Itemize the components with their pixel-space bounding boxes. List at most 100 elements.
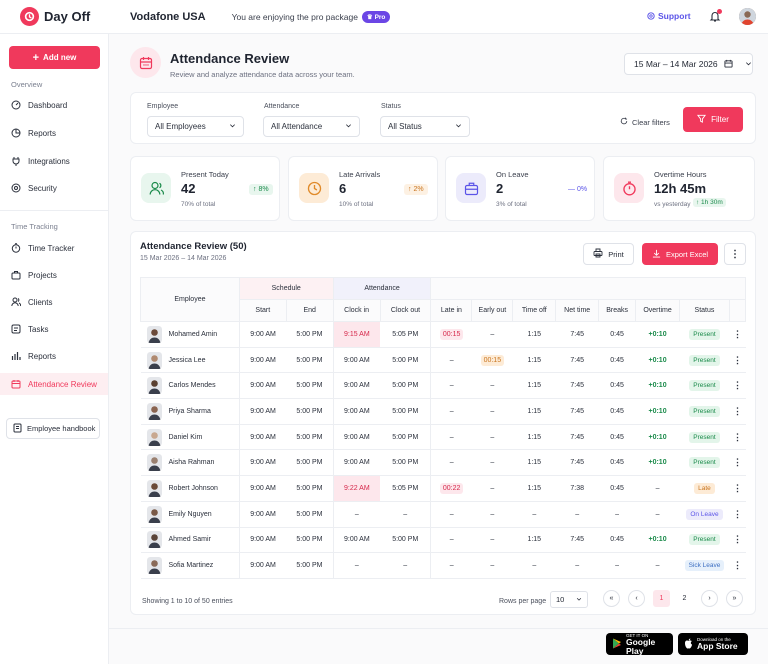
table-row[interactable]: Emily Nguyen 9:00 AM 5:00 PM – – – – – – – – On Lea… — [140, 501, 746, 528]
bar-chart-icon — [10, 351, 21, 362]
column-header-start[interactable]: Start — [238, 299, 287, 322]
column-header-late-in[interactable]: Late in — [430, 299, 473, 322]
status-select-value: All Status — [388, 122, 422, 131]
cell-clock-out: 5:00 PM — [380, 347, 431, 374]
avatar — [146, 351, 162, 369]
row-more-icon[interactable]: ⋮ — [732, 534, 742, 545]
employee-select-value: All Employees — [155, 122, 206, 131]
date-range-picker[interactable]: 15 Mar – 14 Mar 2026 — [624, 53, 753, 75]
export-excel-button[interactable]: Export Excel — [642, 243, 718, 265]
rows-per-page-select[interactable]: 10 — [550, 591, 588, 608]
app-store-button[interactable]: Download on the App Store — [678, 633, 748, 655]
sidebar-item-projects[interactable]: Projects — [0, 264, 108, 286]
column-header-clock-in[interactable]: Clock in — [332, 299, 381, 322]
cell-breaks-value: 0:45 — [610, 330, 624, 338]
last-page-icon[interactable]: » — [726, 590, 743, 607]
print-button[interactable]: Print — [583, 243, 634, 265]
support-link[interactable]: Support — [647, 11, 691, 21]
column-header-status[interactable]: Status — [679, 299, 730, 322]
sidebar-item-tasks[interactable]: Tasks — [0, 318, 108, 340]
column-header-net-time[interactable]: Net time — [555, 299, 600, 322]
table-row[interactable]: Priya Sharma 9:00 AM 5:00 PM 9:00 AM 5:00 PM… — [140, 398, 746, 425]
user-avatar[interactable] — [739, 8, 756, 25]
bell-icon[interactable] — [708, 9, 722, 23]
cell-clock-out-value: 5:05 PM — [392, 484, 419, 492]
row-more-icon[interactable]: ⋮ — [732, 457, 742, 468]
add-new-button[interactable]: + Add new — [9, 46, 100, 69]
sidebar-item-reports[interactable]: Reports — [0, 122, 108, 144]
row-more-icon[interactable]: ⋮ — [732, 354, 742, 365]
row-more-icon[interactable]: ⋮ — [732, 482, 742, 493]
sidebar-item-clients[interactable]: Clients — [0, 291, 108, 313]
attendance-table-card: Attendance Review (50) 15 Mar 2026 – 14 … — [130, 231, 756, 615]
table-row[interactable]: Aisha Rahman 9:00 AM 5:00 PM 9:00 AM 5:00 PM… — [140, 449, 746, 477]
column-header-early-out[interactable]: Early out — [471, 299, 514, 322]
first-page-icon[interactable]: « — [603, 590, 620, 607]
row-more-icon[interactable]: ⋮ — [732, 328, 742, 339]
cell-clock-out-value: 5:00 PM — [392, 433, 419, 441]
stat-value: 42 — [181, 181, 196, 196]
row-more-icon[interactable]: ⋮ — [732, 405, 742, 416]
sidebar-item-time-tracker[interactable]: Time Tracker — [0, 237, 108, 259]
prev-page-icon[interactable]: ‹ — [628, 590, 645, 607]
next-page-icon[interactable]: › — [701, 590, 718, 607]
table-row[interactable]: Ahmed Samir 9:00 AM 5:00 PM 9:00 AM 5:00 PM –… — [140, 527, 746, 554]
table-row[interactable]: Robert Johnson 9:00 AM 5:00 PM 9:22 AM 5:05 … — [140, 475, 746, 502]
cell-actions: ⋮ — [729, 372, 746, 400]
top-bar: Day Off Vodafone USA You are enjoying th… — [0, 0, 768, 34]
clear-filters-button[interactable]: Clear filters — [620, 117, 670, 127]
cell-clock-in: 9:00 AM — [332, 424, 381, 451]
sidebar-item-dashboard[interactable]: Dashboard — [0, 94, 108, 116]
cell-clock-in: – — [332, 501, 381, 528]
table-row[interactable]: Sofia Martinez 9:00 AM 5:00 PM – – – – – – – – Sick… — [140, 552, 746, 579]
cell-employee: Emily Nguyen — [140, 501, 240, 528]
column-header-clock-out[interactable]: Clock out — [379, 299, 432, 322]
table-row[interactable]: Daniel Kim 9:00 AM 5:00 PM 9:00 AM 5:00 PM – –… — [140, 424, 746, 451]
column-header-employee[interactable]: Employee — [140, 277, 240, 322]
cell-early-out: – — [471, 501, 513, 528]
column-header-overtime[interactable]: Overtime — [635, 299, 681, 322]
status-badge: Present — [689, 405, 720, 417]
row-more-icon[interactable]: ⋮ — [732, 380, 742, 391]
cell-early-out: – — [471, 449, 513, 477]
page-button-1[interactable]: 1 — [653, 590, 670, 607]
column-header-end[interactable]: End — [285, 299, 334, 322]
sidebar-item-reports-tracking[interactable]: Reports — [0, 345, 108, 367]
pro-badge-label: Pro — [374, 13, 386, 21]
employee-info: Emily Nguyen — [146, 505, 239, 523]
sidebar-item-security[interactable]: Security — [0, 177, 108, 199]
attendance-select[interactable]: All Attendance — [263, 116, 360, 137]
filter-button[interactable]: Filter — [683, 107, 743, 132]
employee-handbook-button[interactable]: Employee handbook — [6, 418, 100, 439]
page-button-2[interactable]: 2 — [676, 590, 693, 607]
table-row[interactable]: Mohamed Amin 9:00 AM 5:00 PM 9:15 AM 5:05 PM… — [140, 321, 746, 348]
employee-select[interactable]: All Employees — [147, 116, 244, 137]
table-row[interactable]: Carlos Mendes 9:00 AM 5:00 PM 9:00 AM 5:00 P… — [140, 372, 746, 400]
google-play-button[interactable]: GET IT ON Google Play — [606, 633, 673, 655]
sidebar-item-integrations[interactable]: Integrations — [0, 150, 108, 172]
cell-status: Sick Leave — [679, 552, 730, 579]
more-options-icon[interactable]: ⋮ — [724, 243, 746, 265]
cell-clock-out-value: 5:00 PM — [392, 459, 419, 467]
status-select[interactable]: All Status — [380, 116, 470, 137]
column-header-time-off[interactable]: Time off — [512, 299, 557, 322]
column-header-breaks[interactable]: Breaks — [598, 299, 637, 322]
sidebar-item-attendance-review[interactable]: Attendance Review — [0, 373, 108, 395]
stopwatch-icon — [614, 173, 644, 203]
cell-clock-in: 9:00 AM — [332, 449, 381, 477]
cell-end: 5:00 PM — [286, 398, 334, 425]
chevron-down-icon — [455, 122, 462, 131]
sidebar-item-label: Projects — [28, 270, 57, 280]
row-more-icon[interactable]: ⋮ — [732, 431, 742, 442]
logo[interactable]: Day Off — [20, 7, 110, 26]
row-more-icon[interactable]: ⋮ — [732, 560, 742, 571]
row-more-icon[interactable]: ⋮ — [732, 508, 742, 519]
cell-overtime: +0:10 — [635, 527, 680, 554]
table-row[interactable]: Jessica Lee 9:00 AM 5:00 PM 9:00 AM 5:00 PM –… — [140, 347, 746, 374]
stat-card-overtime-hours: Overtime Hours 12h 45m vs yesterday ↑ 1h… — [603, 156, 755, 221]
cell-start-value: 9:00 AM — [250, 407, 276, 415]
cell-time-off-value: – — [532, 562, 537, 570]
avatar — [146, 479, 162, 497]
cell-net-time-value: – — [575, 510, 580, 518]
avatar — [146, 505, 162, 523]
